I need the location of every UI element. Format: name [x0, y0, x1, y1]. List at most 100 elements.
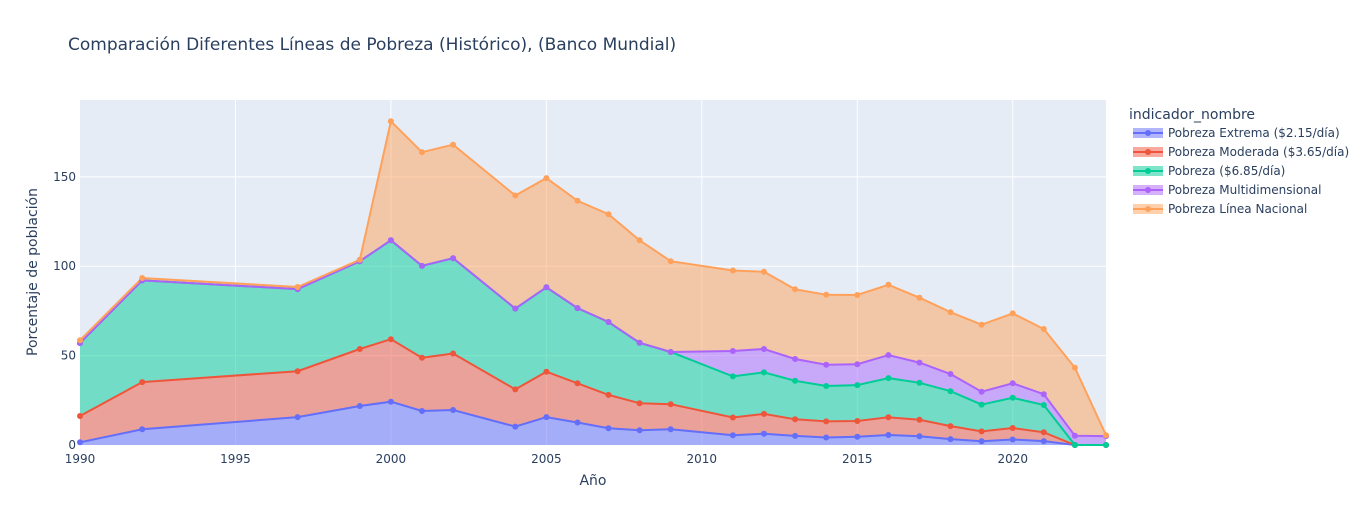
- data-point: [1009, 394, 1016, 401]
- legend: indicador_nombre Pobreza Extrema ($2.15/…: [1129, 107, 1349, 216]
- y-tick-label: 100: [53, 259, 76, 273]
- area-series-2: [80, 339, 1106, 445]
- y-tick-label: 0: [68, 438, 76, 452]
- data-point: [854, 361, 861, 368]
- data-point: [77, 337, 83, 344]
- data-point: [761, 346, 767, 352]
- data-point: [574, 197, 581, 204]
- chart-title: Comparación Diferentes Líneas de Pobreza…: [68, 35, 676, 55]
- data-point: [636, 400, 643, 407]
- data-point: [761, 430, 767, 437]
- x-tick-label: 2000: [376, 452, 407, 466]
- data-point: [139, 275, 146, 281]
- data-point: [761, 369, 767, 376]
- data-point: [356, 256, 363, 263]
- data-point: [450, 255, 457, 262]
- line-series-4: [79, 239, 1107, 438]
- data-point: [419, 149, 425, 156]
- x-tick-label: 2015: [842, 452, 873, 466]
- data-point: [1009, 425, 1016, 431]
- legend-label: Pobreza Línea Nacional: [1168, 202, 1307, 216]
- data-point: [854, 292, 861, 298]
- data-point: [387, 398, 394, 405]
- data-point: [387, 118, 394, 125]
- data-point: [978, 401, 985, 408]
- data-point: [356, 403, 363, 409]
- data-point: [1071, 442, 1078, 448]
- legend-items: Pobreza Extrema ($2.15/día) Pobreza Moder…: [1133, 126, 1349, 216]
- legend-swatch-marker: [1145, 149, 1151, 155]
- data-point: [1009, 436, 1016, 443]
- data-point: [139, 426, 146, 433]
- data-point: [1040, 391, 1047, 398]
- legend-label: Pobreza Extrema ($2.15/día): [1168, 126, 1340, 140]
- data-point: [792, 416, 799, 423]
- data-point: [667, 426, 674, 433]
- data-point: [916, 433, 923, 440]
- data-point: [512, 305, 519, 312]
- legend-item: Pobreza Extrema ($2.15/día): [1133, 126, 1340, 140]
- legend-label: Pobreza Moderada ($3.65/día): [1168, 145, 1349, 159]
- line-layer: [79, 119, 1107, 446]
- data-point: [823, 291, 830, 298]
- data-point: [77, 413, 83, 419]
- data-point: [885, 432, 892, 438]
- data-point: [636, 427, 643, 434]
- data-point: [916, 359, 923, 366]
- area-series-1: [80, 401, 1106, 445]
- data-point: [605, 211, 612, 218]
- data-point: [916, 416, 923, 423]
- data-point: [294, 284, 301, 290]
- line-series-5: [79, 119, 1107, 436]
- data-point: [947, 371, 954, 377]
- data-point: [792, 377, 799, 384]
- data-point: [885, 352, 892, 359]
- data-point: [947, 436, 954, 443]
- data-point: [792, 432, 799, 439]
- x-axis-title: Año: [579, 473, 606, 489]
- data-point: [356, 346, 363, 352]
- data-point: [543, 368, 550, 375]
- data-point: [978, 321, 985, 328]
- legend-item: Pobreza Multidimensional: [1133, 183, 1321, 197]
- data-point: [1009, 310, 1016, 317]
- legend-swatch-marker: [1145, 187, 1151, 193]
- line-series-2: [79, 338, 1106, 446]
- y-tick-label: 150: [53, 170, 76, 184]
- data-point: [978, 388, 985, 395]
- y-axis-ticks: 0 50 100 150: [53, 170, 76, 452]
- data-point: [729, 267, 736, 274]
- data-point: [729, 348, 736, 354]
- x-axis-ticks: 1990 1995 2000 2005 2010 2015 2020: [65, 452, 1028, 466]
- data-point: [77, 439, 83, 446]
- data-point: [885, 414, 892, 421]
- data-point: [605, 425, 612, 432]
- data-point: [574, 419, 581, 426]
- data-point: [450, 141, 457, 148]
- marker-layer: [77, 118, 1109, 448]
- data-point: [854, 382, 861, 389]
- data-point: [823, 383, 830, 389]
- data-point: [605, 391, 612, 398]
- data-point: [543, 175, 550, 182]
- data-point: [543, 284, 550, 291]
- data-point: [1040, 438, 1047, 445]
- data-point: [667, 349, 674, 355]
- x-tick-label: 2020: [997, 452, 1028, 466]
- y-axis-title: Porcentaje de población: [25, 188, 41, 356]
- data-point: [1071, 364, 1078, 371]
- data-point: [605, 319, 612, 325]
- data-point: [512, 386, 519, 393]
- data-point: [294, 414, 301, 421]
- data-point: [885, 281, 892, 288]
- area-series-3: [80, 240, 1106, 445]
- data-point: [885, 375, 892, 382]
- data-point: [450, 350, 457, 357]
- data-point: [667, 401, 674, 408]
- legend-swatch-marker: [1145, 206, 1151, 212]
- data-point: [574, 380, 581, 387]
- area-series-5: [80, 121, 1106, 437]
- data-point: [823, 434, 830, 441]
- data-point: [823, 361, 830, 368]
